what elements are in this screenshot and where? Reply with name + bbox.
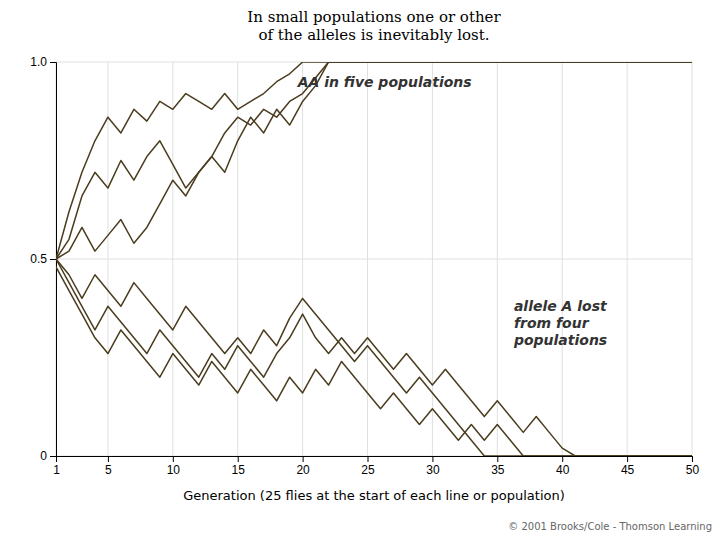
- x-axis-tick-label: 50: [686, 463, 700, 477]
- x-axis-tick-label: 1: [53, 463, 60, 477]
- y-axis-tick: 1.0: [30, 55, 56, 69]
- grid-line-x: [627, 62, 628, 456]
- series-line: [56, 62, 692, 259]
- annotation-line: allele A lost: [514, 298, 608, 314]
- series-line: [56, 62, 692, 259]
- annotation-credit: © 2001 Brooks/Cole - Thomson Learning: [508, 521, 712, 532]
- x-axis-tick-label: 40: [556, 463, 570, 477]
- y-axis-tick-label: 0.5: [30, 252, 47, 266]
- plot: 1510152025303540455000.51.0: [30, 55, 699, 476]
- x-axis-tick: 30: [426, 456, 440, 477]
- x-axis-tick-mark: [497, 456, 498, 462]
- x-axis-tick-label: 15: [232, 463, 246, 477]
- annotation: AA in five populations: [297, 74, 472, 90]
- grid-line-x: [237, 62, 238, 456]
- annotation-credit-line: © 2001 Brooks/Cole - Thomson Learning: [508, 521, 712, 532]
- lines: [56, 62, 692, 456]
- grid-line-x: [107, 62, 108, 456]
- x-axis-tick-label: 45: [621, 463, 635, 477]
- grid-line-x: [497, 62, 498, 456]
- x-axis-tick: 50: [686, 456, 700, 477]
- x-axis-tick-mark: [627, 456, 628, 462]
- x-axis-tick: 5: [105, 456, 112, 477]
- x-axis-tick-mark: [173, 456, 174, 462]
- grid-line-x: [172, 62, 173, 456]
- title-line: In small populations one or other: [247, 8, 501, 26]
- y-axis-tick-label: 1.0: [30, 55, 47, 69]
- y-axis-tick-mark: [50, 62, 56, 63]
- x-axis: 15101520253035404550: [53, 456, 699, 477]
- annotation-line: AA in five populations: [297, 74, 472, 90]
- y-axis: 0 0.5 1.0: [30, 55, 56, 463]
- x-axis-tick-label: 30: [426, 463, 440, 477]
- y-axis-tick-label: 0: [40, 449, 47, 463]
- x-axis-tick-mark: [562, 456, 563, 462]
- x-axis-tick-mark: [303, 456, 304, 462]
- x-axis-tick: 1: [53, 456, 60, 477]
- title: In small populations one or otherof the …: [247, 8, 501, 44]
- series-line: [56, 62, 692, 259]
- x-axis-tick: 15: [232, 456, 246, 477]
- series-line: [56, 259, 692, 456]
- grid-line-x: [692, 62, 693, 456]
- x-axis-tick: 20: [296, 456, 310, 477]
- x-axis-tick-mark: [432, 456, 433, 462]
- series-line: [56, 259, 692, 456]
- grid: [56, 62, 692, 456]
- x-axis-tick-label: 5: [105, 463, 112, 477]
- x-axis-tick-mark: [238, 456, 239, 462]
- chart: 1510152025303540455000.51.0In small popu…: [0, 0, 720, 540]
- annotation-line: populations: [513, 332, 607, 348]
- x-axis-tick-label: 25: [361, 463, 375, 477]
- grid-line-y: [56, 259, 692, 260]
- x-axis-tick: 25: [361, 456, 375, 477]
- x-axis-tick-mark: [368, 456, 369, 462]
- grid-line-x: [562, 62, 563, 456]
- y-axis-tick: 0: [40, 449, 56, 463]
- x-axis-tick: 35: [491, 456, 505, 477]
- x-axis-tick-label: 35: [491, 463, 505, 477]
- y-axis-tick: 0.5: [30, 252, 56, 266]
- title-line: of the alleles is inevitably lost.: [258, 26, 489, 44]
- x-axis-tick-mark: [108, 456, 109, 462]
- y-axis-tick-mark: [50, 259, 56, 260]
- x-axis-line: [57, 457, 693, 463]
- y-axis-tick-mark: [50, 456, 56, 457]
- annotations: AA in five populations allele A lostfrom …: [297, 74, 712, 532]
- x-axis-tick-label: 20: [296, 463, 310, 477]
- x-axis-tick-label: 10: [167, 463, 181, 477]
- x-axis-tick: 40: [556, 456, 570, 477]
- annotation: allele A lostfrom fourpopulations: [513, 298, 608, 348]
- series-line: [56, 267, 692, 456]
- grid-line-x: [302, 62, 303, 456]
- x-axis-title: Generation (25 flies at the start of eac…: [183, 488, 565, 503]
- grid-line-x: [432, 62, 433, 456]
- x-axis-tick: 10: [167, 456, 181, 477]
- y-axis-line: [50, 63, 57, 457]
- annotation-line: from four: [514, 315, 590, 331]
- x-axis-tick-mark: [692, 456, 693, 462]
- x-axis-tick: 45: [621, 456, 635, 477]
- grid-line-x: [367, 62, 368, 456]
